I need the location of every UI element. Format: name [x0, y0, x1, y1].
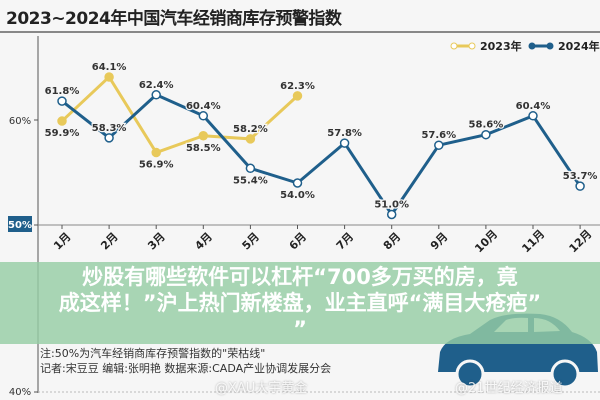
data-point [245, 163, 256, 174]
data-label: 61.8% [45, 86, 80, 97]
data-point [104, 72, 114, 82]
watermark-2: @21世纪经济报道 [455, 381, 563, 396]
data-point [339, 138, 350, 148]
legend-marker [528, 42, 536, 50]
chart-title: 2023~2024年中国汽车经销商库存预警指数 [6, 9, 342, 29]
x-tick-label: 6月 [287, 230, 309, 252]
data-point [292, 91, 303, 101]
y-tick-label: 40% [9, 387, 31, 398]
watermark-1: @XAU大宇黄金 [215, 381, 308, 396]
data-point [151, 90, 161, 100]
data-point [57, 116, 67, 126]
data-point [528, 111, 538, 121]
y-tick-label: 60% [9, 116, 31, 127]
x-tick-label: 1月 [51, 230, 73, 252]
legend-label: 2023年 [480, 39, 522, 53]
data-point [151, 147, 161, 158]
y-tick-label: 50% [8, 220, 32, 231]
data-label: 57.8% [327, 128, 362, 139]
data-label: 56.9% [139, 160, 174, 171]
x-tick-label: 12月 [567, 227, 595, 255]
data-label: 58.2% [233, 124, 268, 135]
banner-line-3: ” [293, 317, 307, 341]
data-point [57, 96, 67, 106]
overlay-banner[interactable]: 炒股有哪些软件可以杠杆“700多万买的房，竟 成这样！”沪上热门新楼盘，业主直呼… [0, 262, 600, 344]
data-label: 62.3% [280, 81, 315, 92]
data-label: 55.4% [233, 175, 268, 186]
data-label: 51.0% [374, 200, 409, 211]
note-credits: 记者:宋豆豆 编辑:张明艳 数据来源:CADA产业协调发展分会 [40, 362, 332, 375]
data-label: 58.3% [92, 123, 127, 134]
data-point [245, 134, 256, 144]
data-point [104, 133, 114, 143]
series-line-2024年 [61, 93, 582, 218]
data-label: 54.0% [280, 190, 315, 201]
x-tick-label: 8月 [381, 230, 403, 252]
data-label: 58.5% [186, 143, 221, 154]
data-label: 60.4% [186, 101, 221, 112]
tick-50-box [8, 216, 32, 232]
banner-line-2: 成这样！”沪上热门新楼盘，业主直呼“满目大疮疤” [58, 291, 542, 315]
data-label: 58.6% [469, 120, 504, 131]
legend-marker [468, 42, 476, 50]
title-divider [0, 31, 600, 33]
note-threshold: 注:50%为汽车经销商库存预警指数的"荣枯线" [40, 347, 266, 360]
data-point [198, 111, 209, 121]
data-label: 59.9% [45, 128, 80, 139]
x-tick-label: 5月 [240, 230, 262, 252]
x-tick-label: 9月 [428, 230, 450, 252]
series-line-2023年 [60, 74, 299, 155]
legend-marker [450, 42, 458, 50]
data-point [386, 209, 397, 220]
data-point [434, 140, 444, 150]
x-tick-label: 11月 [519, 227, 547, 255]
x-tick-label: 7月 [334, 230, 356, 252]
legend-marker [546, 42, 554, 50]
x-tick-label: 4月 [192, 230, 214, 252]
data-label: 64.1% [92, 62, 127, 73]
legend-label: 2024年 [558, 39, 600, 53]
data-point [198, 131, 209, 141]
data-point [575, 181, 585, 191]
banner-line-1: 炒股有哪些软件可以杠杆“700多万买的房，竟 [82, 265, 518, 289]
x-tick-label: 10月 [472, 227, 500, 255]
x-tick-label: 2月 [98, 230, 120, 252]
data-label: 60.4% [516, 101, 551, 112]
data-point [292, 178, 303, 188]
x-tick-label: 3月 [145, 230, 167, 252]
data-label: 62.4% [139, 80, 174, 91]
data-label: 53.7% [563, 171, 598, 182]
data-label: 57.6% [421, 130, 456, 141]
data-point [481, 129, 491, 140]
